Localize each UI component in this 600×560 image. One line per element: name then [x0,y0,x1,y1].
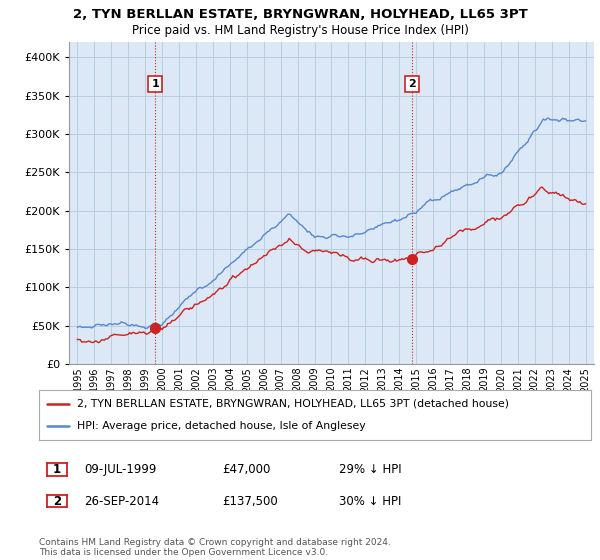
Text: Price paid vs. HM Land Registry's House Price Index (HPI): Price paid vs. HM Land Registry's House … [131,24,469,36]
Text: 29% ↓ HPI: 29% ↓ HPI [339,463,401,476]
Text: 2: 2 [408,79,416,89]
Text: £137,500: £137,500 [222,494,278,508]
Text: 26-SEP-2014: 26-SEP-2014 [84,494,159,508]
Text: 30% ↓ HPI: 30% ↓ HPI [339,494,401,508]
Text: 2, TYN BERLLAN ESTATE, BRYNGWRAN, HOLYHEAD, LL65 3PT (detached house): 2, TYN BERLLAN ESTATE, BRYNGWRAN, HOLYHE… [77,399,509,409]
Text: 2: 2 [53,494,61,508]
Text: HPI: Average price, detached house, Isle of Anglesey: HPI: Average price, detached house, Isle… [77,421,365,431]
Text: 1: 1 [151,79,159,89]
Text: £47,000: £47,000 [222,463,271,476]
Text: 2, TYN BERLLAN ESTATE, BRYNGWRAN, HOLYHEAD, LL65 3PT: 2, TYN BERLLAN ESTATE, BRYNGWRAN, HOLYHE… [73,8,527,21]
Text: Contains HM Land Registry data © Crown copyright and database right 2024.
This d: Contains HM Land Registry data © Crown c… [39,538,391,557]
Text: 09-JUL-1999: 09-JUL-1999 [84,463,157,476]
Text: 1: 1 [53,463,61,476]
